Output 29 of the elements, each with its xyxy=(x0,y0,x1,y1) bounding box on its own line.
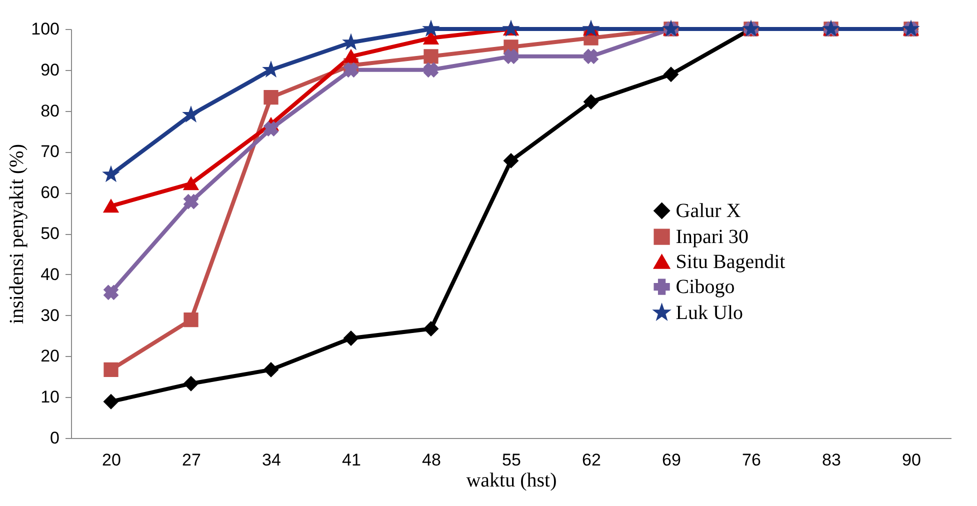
x-tick-label: 48 xyxy=(422,450,441,470)
y-tick-label: 40 xyxy=(40,264,60,284)
legend-label: Inpari 30 xyxy=(676,226,749,248)
x-tick-label: 76 xyxy=(742,450,761,470)
x-tick-label: 55 xyxy=(502,450,521,470)
x-tick-label: 90 xyxy=(902,450,921,470)
x-tick-label: 41 xyxy=(342,450,361,470)
y-tick-label: 90 xyxy=(40,60,60,80)
y-tick-label: 80 xyxy=(40,101,60,120)
legend-label: Situ Bagendit xyxy=(676,250,786,273)
y-tick-label: 30 xyxy=(40,306,60,325)
x-tick-label: 83 xyxy=(822,450,841,470)
legend-label: Cibogo xyxy=(676,276,735,298)
x-tick-label: 20 xyxy=(102,450,121,470)
y-tick-label: 60 xyxy=(40,183,60,202)
y-tick-label: 50 xyxy=(40,224,60,243)
legend-label: Luk Ulo xyxy=(676,302,744,324)
y-tick-label: 100 xyxy=(31,20,60,38)
y-axis-title: insidensi penyakit (%) xyxy=(6,144,28,324)
legend-label: Galur X xyxy=(676,200,742,222)
x-tick-label: 27 xyxy=(182,450,201,470)
y-tick-label: 20 xyxy=(40,346,60,366)
x-tick-label: 62 xyxy=(582,450,601,470)
y-tick-label: 0 xyxy=(50,428,60,448)
x-tick-label: 34 xyxy=(262,450,281,470)
y-tick-label: 10 xyxy=(40,388,60,407)
y-tick-label: 70 xyxy=(40,142,60,162)
x-axis-title: waktu (hst) xyxy=(466,470,557,492)
x-tick-label: 69 xyxy=(662,450,681,470)
